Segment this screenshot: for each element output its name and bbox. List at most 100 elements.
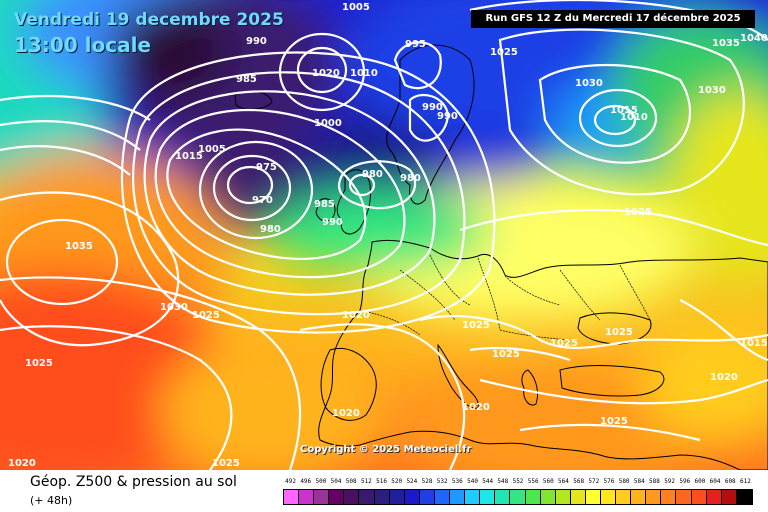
isobar-label: 990 — [437, 111, 458, 122]
color-scale-swatch — [465, 490, 481, 504]
isobar-label: 1025 — [492, 349, 520, 360]
color-scale-label: 584 — [633, 478, 645, 485]
isobar-label: 1020 — [462, 402, 490, 413]
isobar-label: 1025 — [192, 310, 220, 321]
color-scale-label: 516 — [376, 478, 387, 485]
isobar-label: 1005 — [342, 2, 370, 13]
isobar-label: 980 — [362, 169, 383, 180]
color-scale-label: 560 — [542, 478, 554, 485]
color-scale-swatch — [570, 490, 586, 504]
isobar-label: 985 — [314, 199, 335, 210]
color-scale-swatch — [434, 490, 451, 504]
isobar-label: 1030 — [160, 302, 188, 313]
isobar-label: 1025 — [600, 416, 628, 427]
color-scale: 492 496 500 504 508 512 516 520 524 528 532 536 540 5… — [283, 478, 753, 506]
isobar-label: 1025 — [25, 358, 53, 369]
ireland-coast — [315, 198, 336, 222]
parameter-title: Géop. Z500 & pression au sol — [30, 474, 237, 490]
isobar-label: 1005 — [198, 144, 226, 155]
color-scale-swatch — [585, 490, 601, 504]
color-scale-swatch — [374, 490, 390, 504]
turkey-coast — [559, 365, 665, 397]
isobar-label: 1035 — [712, 38, 740, 49]
color-scale-swatch — [646, 490, 662, 504]
color-scale-label: 592 — [664, 478, 676, 485]
color-scale-labels: 492 496 500 504 508 512 516 520 524 528 532 536 540 5… — [283, 478, 753, 488]
color-scale-swatch — [450, 490, 466, 504]
color-scale-label: 580 — [618, 478, 630, 485]
color-scale-label: 528 — [421, 478, 433, 485]
italy-coast — [437, 343, 479, 409]
weather-map: 990 985 1005 1020 1010 995 1025 1030 1030 1035 104… — [0, 0, 768, 470]
color-scale-label: 508 — [345, 478, 357, 485]
color-scale-swatch — [706, 490, 722, 504]
isobar-label: 975 — [256, 162, 277, 173]
color-scale-swatch — [419, 490, 435, 504]
isobar-label: 1015 — [740, 338, 768, 349]
color-scale-label: 556 — [527, 478, 539, 485]
color-scale-label: 496 — [300, 478, 312, 485]
color-scale-label: 492 — [285, 478, 296, 485]
color-scale-swatch — [314, 490, 330, 504]
color-scale-swatch — [389, 490, 405, 504]
color-scale-label: 576 — [603, 478, 615, 485]
color-scale-label: 588 — [649, 478, 660, 485]
color-scale-swatch — [616, 490, 632, 504]
color-scale-label: 504 — [330, 478, 342, 485]
forecast-date: Vendredi 19 decembre 2025 — [14, 10, 284, 30]
isobar-label: 970 — [252, 195, 273, 206]
color-scale-label: 552 — [512, 478, 524, 485]
color-scale-swatch — [600, 490, 617, 504]
color-scale-label: 500 — [315, 478, 327, 485]
color-scale-label: 608 — [724, 478, 736, 485]
color-scale-swatch — [736, 490, 752, 504]
isobar-label: 980 — [400, 173, 421, 184]
color-scale-label: 568 — [573, 478, 585, 485]
isobar-label: 1020 — [8, 458, 36, 469]
color-scale-label: 540 — [467, 478, 478, 485]
isobar-label: 985 — [236, 74, 257, 85]
color-scale-swatch — [359, 490, 375, 504]
isobar-label: 980 — [260, 224, 281, 235]
color-scale-swatch — [510, 490, 526, 504]
scandinavia-coast — [386, 44, 475, 205]
greece-coast — [521, 369, 539, 406]
color-scale-label: 604 — [709, 478, 721, 485]
isobar-label: 1025 — [605, 327, 633, 338]
isobar-label: 1010 — [350, 68, 378, 79]
isobar-label: 995 — [405, 39, 426, 50]
isobar-label: 1020 — [332, 408, 360, 419]
isobar-label: 1030 — [575, 78, 603, 89]
black-sea-coast — [577, 312, 652, 345]
isobar-label: 1020 — [710, 372, 738, 383]
color-scale-label: 536 — [451, 478, 463, 485]
color-scale-label: 548 — [497, 478, 509, 485]
color-scale-swatch — [404, 490, 420, 504]
isobar-label: 1025 — [212, 458, 240, 469]
color-scale-label: 532 — [436, 478, 448, 485]
color-scale-swatch — [344, 490, 360, 504]
isobar-label: 990 — [322, 217, 343, 228]
color-scale-swatch — [661, 490, 677, 504]
color-scale-label: 512 — [360, 478, 372, 485]
color-scale-label: 524 — [406, 478, 418, 485]
color-scale-swatch — [480, 490, 496, 504]
isobar-label: 1020 — [312, 68, 340, 79]
isobar-label: 1025 — [490, 47, 518, 58]
color-scale-label: 572 — [588, 478, 600, 485]
color-scale-label: 564 — [558, 478, 569, 485]
forecast-time: 13:00 locale — [14, 33, 151, 57]
iberia-coast — [320, 347, 377, 421]
isobar-label: 1025 — [462, 320, 490, 331]
color-scale-swatch — [329, 490, 345, 504]
color-scale-swatches — [283, 489, 753, 505]
color-scale-swatch — [555, 490, 571, 504]
isobar-label: 1035 — [65, 241, 93, 252]
isobar-label: 1015 — [610, 105, 638, 116]
color-scale-label: 600 — [694, 478, 706, 485]
isobar-label: 990 — [422, 102, 443, 113]
isobar-label: 1030 — [698, 85, 726, 96]
color-scale-swatch — [525, 490, 541, 504]
